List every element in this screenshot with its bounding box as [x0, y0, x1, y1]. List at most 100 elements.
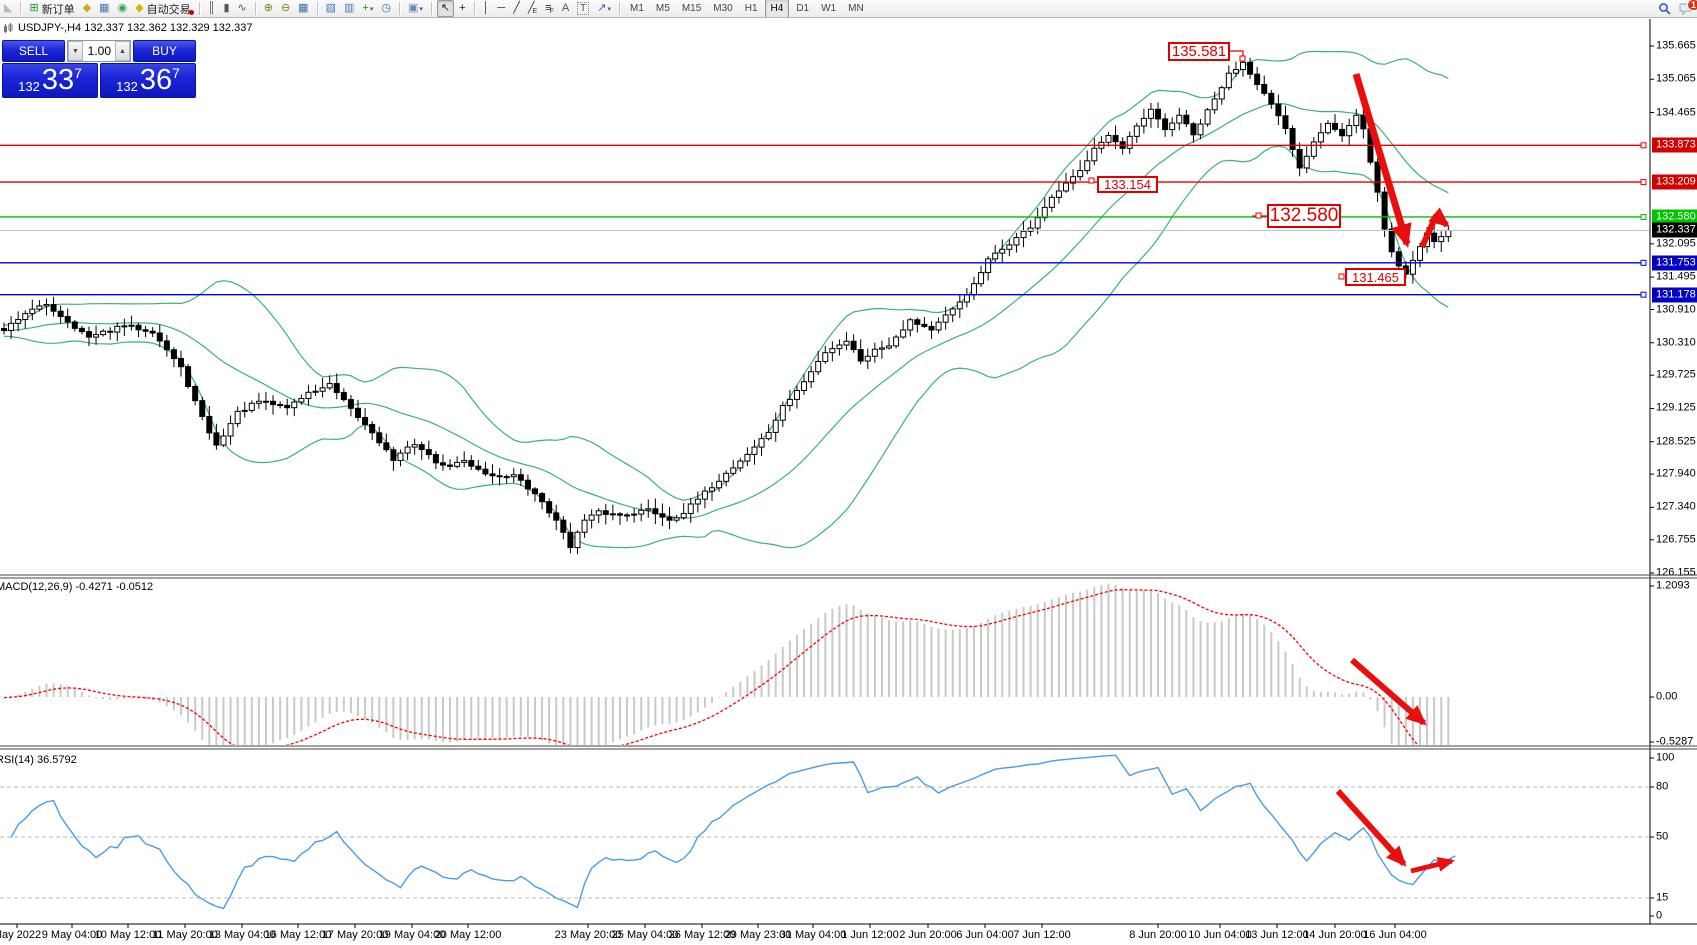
rsi-axis-tick: 50 — [1656, 830, 1669, 843]
label-tool[interactable]: T — [574, 1, 592, 16]
volume-down-button[interactable]: ▼ — [68, 41, 83, 61]
candle-chart-icon[interactable]: ▮ — [220, 1, 232, 16]
tf-mn[interactable]: MN — [848, 3, 864, 14]
price-annotation-132.580[interactable]: 132.580 — [1267, 204, 1341, 228]
macd-down-arrow[interactable] — [1350, 657, 1427, 726]
volume-value[interactable]: 1.00 — [87, 44, 111, 58]
sell-price-pips: 33 — [41, 64, 75, 96]
date-axis-tick: 25 May 04:00 — [611, 929, 679, 941]
depth-of-market-icon[interactable]: ▦ — [96, 1, 112, 16]
tf-m15[interactable]: M15 — [681, 3, 702, 14]
rsi-flat-arrow[interactable] — [1410, 857, 1455, 874]
cursor-tool[interactable]: ↖ — [436, 0, 455, 17]
crosshair-tool[interactable]: + — [456, 1, 468, 16]
price-axis-tick: 134.465 — [1656, 106, 1696, 118]
chart-shift-icon: ▥ — [343, 2, 355, 14]
tf-w1[interactable]: W1 — [821, 3, 837, 14]
channel-tool: ╱ — [527, 2, 535, 14]
date-axis-tick: 31 May 04:00 — [779, 929, 847, 941]
date-axis-tick: 7 Jun 12:00 — [1013, 929, 1071, 941]
date-axis-tick: 8 Jun 20:00 — [1129, 929, 1187, 941]
dropdown-caret-icon[interactable]: ▾ — [369, 5, 374, 13]
vline-tool[interactable]: │ — [480, 1, 493, 16]
tile-windows-icon: ▦ — [298, 2, 309, 14]
buy-price-display[interactable]: 132 36 7 — [100, 63, 196, 98]
zoom-in-icon: ⊕ — [263, 2, 273, 14]
chart-shift-icon[interactable]: ▥ — [341, 1, 357, 16]
sell-price-display[interactable]: 132 33 7 — [2, 63, 98, 98]
history-icon: ◆ — [82, 2, 92, 14]
trendline-tool[interactable]: ╱ — [510, 1, 523, 16]
hline-tool[interactable]: ─ — [494, 1, 508, 16]
price-annotation-133.154[interactable]: 133.154 — [1097, 176, 1158, 193]
tf-m1[interactable]: M1 — [630, 3, 644, 14]
arrows-tool[interactable]: ↗ ▾ — [594, 1, 614, 16]
macd-axis-tick: -0.5287 — [1656, 735, 1694, 748]
date-axis-tick: 29 May 23:00 — [724, 929, 792, 941]
chat-icon[interactable]: 1 — [1676, 0, 1697, 16]
text-tool[interactable]: A — [559, 1, 572, 16]
zoom-out-icon[interactable]: ⊖ — [278, 1, 293, 16]
chart-symbol-header: USDJPY-,H4 132.337 132.362 132.329 132.3… — [3, 22, 252, 34]
volume-up-button[interactable]: ▲ — [115, 41, 130, 61]
search-icon[interactable] — [1655, 1, 1674, 16]
tf-h4[interactable]: H4 — [764, 0, 790, 17]
sell-price-figure: 132 — [18, 79, 40, 94]
date-axis-tick: 10 Jun 04:00 — [1188, 929, 1252, 941]
price-axis-tick: 129.725 — [1656, 368, 1696, 381]
main-down-arrow[interactable] — [1352, 72, 1412, 249]
date-axis-tick: 23 May 20:00 — [554, 929, 622, 941]
price-axis-tick: 127.340 — [1656, 500, 1696, 513]
tool-letter: F — [549, 7, 554, 15]
sell-button[interactable]: SELL — [2, 40, 65, 62]
price-annotation-131.465[interactable]: 131.465 — [1345, 268, 1406, 286]
add-indicator-icon[interactable]: + ▾ — [359, 1, 376, 16]
new-chart-icon[interactable]: ▧ — [323, 1, 339, 16]
zoom-out-icon: ⊖ — [280, 2, 291, 14]
date-axis-tick: 13 May 04:00 — [208, 929, 276, 941]
date-axis-tick: 20 May 12:00 — [434, 929, 502, 941]
tf-m5[interactable]: M5 — [655, 3, 670, 14]
tf-d1[interactable]: D1 — [796, 3, 810, 14]
dropdown-caret-icon[interactable]: ▾ — [607, 5, 611, 13]
clipped-icon: ◣ — [4, 2, 13, 14]
buy-price-figure: 132 — [116, 79, 138, 94]
text-tool: A — [561, 2, 570, 14]
rsi-axis-tick: 100 — [1656, 751, 1675, 764]
period-icon: ◷ — [381, 2, 391, 14]
crosshair-tool: + — [459, 2, 466, 14]
toolbar-button-label: 新订单 — [41, 3, 75, 16]
bar-chart-icon[interactable]: ║ — [205, 1, 219, 16]
period-icon[interactable]: ◷ — [378, 1, 394, 16]
signals-icon[interactable]: ◉ — [115, 1, 131, 16]
dropdown-caret-icon[interactable]: ▾ — [419, 5, 423, 13]
history-icon[interactable]: ◆ — [80, 1, 94, 16]
new-order-button[interactable]: ⊞ 新订单 — [26, 1, 77, 16]
tile-windows-icon[interactable]: ▦ — [295, 1, 311, 16]
signals-icon: ◉ — [117, 2, 128, 14]
symbol-ohlc-text: USDJPY-,H4 132.337 132.362 132.329 132.3… — [18, 22, 253, 34]
clipped-icon[interactable]: ◣ — [1, 1, 15, 16]
macd-axis-tick: 1.2093 — [1656, 579, 1690, 592]
autotrade-button[interactable]: ◆ 自动交易 — [132, 1, 194, 16]
date-axis-tick: 26 May 12:00 — [668, 929, 736, 941]
buy-button[interactable]: BUY — [133, 40, 196, 62]
rsi-down-arrow[interactable] — [1335, 788, 1407, 867]
new-order-button: ⊞ — [29, 2, 39, 14]
line-chart-icon: ∿ — [237, 2, 247, 14]
tf-h1[interactable]: H1 — [744, 3, 758, 14]
price-axis-tick: 130.910 — [1656, 303, 1696, 316]
channel-tool[interactable]: ╱ E — [525, 1, 540, 16]
chart-profile-icon[interactable]: ▣ ▾ — [405, 1, 426, 16]
line-chart-icon[interactable]: ∿ — [235, 1, 250, 16]
date-axis-tick: 19 May 04:00 — [378, 929, 446, 941]
bar-chart-icon: ║ — [207, 2, 216, 14]
arrows-tool: ↗ — [597, 2, 607, 14]
bounce-hook-arrow[interactable] — [1419, 207, 1450, 249]
tf-m30[interactable]: M30 — [713, 3, 733, 14]
zoom-in-icon[interactable]: ⊕ — [261, 1, 276, 16]
price-annotation-135.581[interactable]: 135.581 — [1168, 42, 1230, 61]
fibonacci-tool[interactable]: ≡ F — [542, 1, 557, 16]
